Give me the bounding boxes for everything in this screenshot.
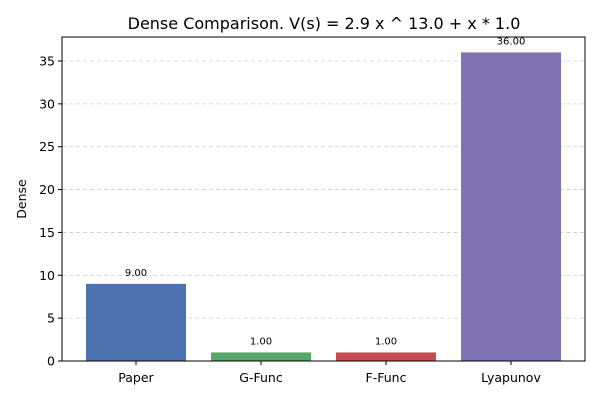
bar-g-func [211, 352, 311, 361]
data-label-lyapunov: 36.00 [497, 36, 526, 47]
y-tick-label: 35 [39, 54, 55, 69]
bars [86, 52, 561, 362]
bar-paper [86, 283, 186, 361]
y-tick-label: 30 [39, 96, 55, 111]
y-tick-label: 5 [47, 311, 55, 326]
y-axis-label: Dense [14, 179, 29, 219]
x-tick-label: Lyapunov [481, 370, 541, 385]
data-label-paper: 9.00 [125, 268, 147, 279]
bar-f-func [336, 352, 436, 361]
data-label-g-func: 1.00 [250, 336, 272, 347]
y-tick-label: 20 [39, 182, 55, 197]
x-tick-label: F-Func [366, 370, 407, 385]
data-label-f-func: 1.00 [375, 336, 397, 347]
bar-lyapunov [461, 52, 561, 362]
plot-frame [61, 36, 586, 362]
data-labels: 9.00 1.00 1.00 36.00 [125, 36, 525, 347]
x-tick-label: G-Func [239, 370, 283, 385]
y-tick-label: 25 [39, 139, 55, 154]
chart-title: Dense Comparison. V(s) = 2.9 x ^ 13.0 + … [128, 14, 521, 33]
y-tick-label: 0 [47, 354, 55, 369]
x-tick-label: Paper [118, 370, 154, 385]
y-axis: 0 5 10 15 20 25 30 35 [39, 54, 62, 369]
y-tick-label: 15 [39, 225, 55, 240]
y-tick-label: 10 [39, 268, 55, 283]
x-axis: Paper G-Func F-Func Lyapunov [118, 361, 541, 385]
